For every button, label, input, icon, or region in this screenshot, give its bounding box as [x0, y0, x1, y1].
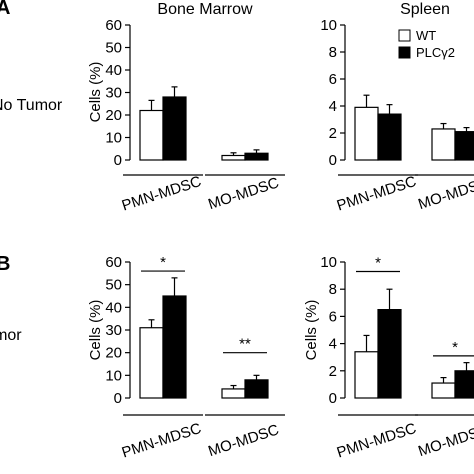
category-label: MO-MDSC — [206, 174, 281, 213]
category-label: MO-MDSC — [206, 421, 281, 460]
column-title-bone-marrow: Bone Marrow — [157, 1, 253, 18]
y-tick-label: 10 — [105, 367, 122, 384]
legend-swatch-plc — [398, 46, 411, 59]
y-tick-label: 6 — [329, 71, 337, 88]
category-label: PMN-MDSC — [335, 173, 419, 215]
bar-wt — [431, 382, 456, 399]
bar-plc — [162, 96, 187, 161]
y-tick-label: 10 — [320, 17, 337, 34]
significance-label: * — [160, 254, 166, 271]
y-axis-label: Cells (%) — [303, 300, 320, 361]
bar-wt — [139, 327, 164, 399]
chart-no-tumor-bone-marrow: 0 10 20 30 40 50 60 Cells (%) PMN-MDSC MO-MDSC — [87, 17, 285, 215]
y-tick-label: 10 — [105, 130, 122, 147]
y-tick-label: 20 — [105, 345, 122, 362]
bar-wt — [139, 109, 164, 161]
y-tick-label: 40 — [105, 299, 122, 316]
bar-wt — [354, 106, 379, 161]
y-tick-label: 30 — [105, 85, 122, 102]
y-tick-label: 0 — [114, 152, 122, 169]
legend-label-wt: WT — [416, 28, 436, 43]
y-tick-label: 8 — [329, 281, 337, 298]
row-label-tumor: Tumor — [0, 327, 22, 344]
y-tick-label: 4 — [329, 336, 337, 353]
bar-plc — [162, 295, 187, 399]
y-tick-label: 0 — [114, 390, 122, 407]
bar-plc — [377, 309, 402, 399]
y-tick-label: 30 — [105, 322, 122, 339]
y-tick-label: 40 — [105, 62, 122, 79]
bar-plc — [244, 152, 269, 161]
y-axis-label: Cells (%) — [87, 62, 104, 123]
significance-label: ** — [239, 336, 251, 353]
category-label: MO-MDSC — [416, 421, 474, 460]
panel-label-b: B — [0, 253, 10, 275]
significance-label: * — [452, 339, 458, 356]
y-tick-label: 50 — [105, 40, 122, 57]
panel-label-a: A — [0, 0, 10, 19]
category-label: PMN-MDSC — [120, 173, 204, 215]
y-tick-label: 2 — [329, 125, 337, 142]
legend-label-plc: PLCγ2 — [416, 45, 455, 60]
bar-plc — [454, 370, 474, 399]
category-label: MO-MDSC — [416, 174, 474, 213]
bar-plc — [244, 379, 269, 399]
y-tick-label: 60 — [105, 17, 122, 34]
y-tick-label: 6 — [329, 308, 337, 325]
column-title-spleen: Spleen — [400, 1, 450, 18]
y-tick-label: 0 — [329, 152, 337, 169]
y-tick-label: 2 — [329, 363, 337, 380]
significance-label: * — [375, 255, 381, 272]
category-label: PMN-MDSC — [335, 420, 419, 462]
y-tick-label: 50 — [105, 277, 122, 294]
bar-wt — [431, 128, 456, 161]
y-tick-label: 60 — [105, 254, 122, 271]
row-label-no-tumor: No Tumor — [0, 97, 63, 114]
bar-wt — [221, 388, 246, 399]
bar-wt — [354, 351, 379, 399]
bar-wt — [221, 154, 246, 161]
legend: WT PLCγ2 — [398, 28, 455, 60]
legend-swatch-wt — [398, 29, 411, 42]
bar-plc — [454, 131, 474, 161]
y-tick-label: 8 — [329, 44, 337, 61]
y-tick-label: 4 — [329, 98, 337, 115]
y-tick-label: 0 — [329, 390, 337, 407]
category-label: PMN-MDSC — [120, 420, 204, 462]
bar-plc — [377, 113, 402, 161]
y-tick-label: 20 — [105, 107, 122, 124]
y-tick-label: 10 — [320, 254, 337, 271]
y-axis-label: Cells (%) — [87, 300, 104, 361]
